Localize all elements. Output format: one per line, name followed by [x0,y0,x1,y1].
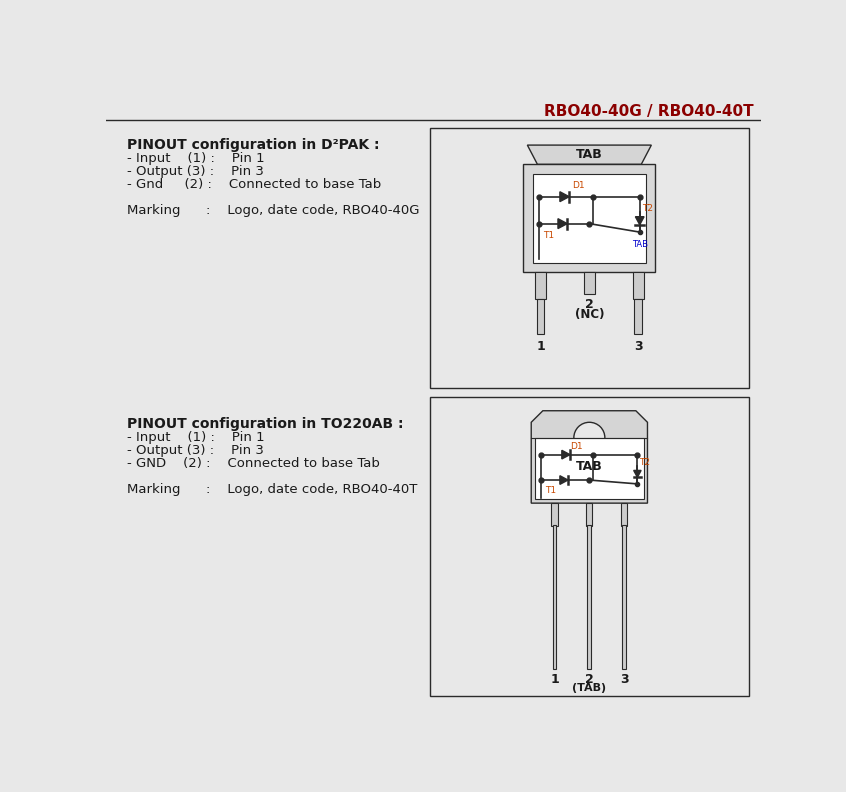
Text: TAB: TAB [576,148,602,161]
Text: T1: T1 [545,486,557,495]
Text: - Input    (1) :    Pin 1: - Input (1) : Pin 1 [128,152,265,165]
Bar [587,525,591,668]
Bar [524,164,655,272]
Text: - Input    (1) :    Pin 1: - Input (1) : Pin 1 [128,431,265,444]
Bar [533,173,646,263]
Text: - Gnd     (2) :    Connected to base Tab: - Gnd (2) : Connected to base Tab [128,178,382,191]
Polygon shape [634,470,641,478]
Text: TAB: TAB [632,240,648,249]
Text: PINOUT configuration in D²PAK :: PINOUT configuration in D²PAK : [128,138,380,152]
Text: 1: 1 [536,340,545,353]
Bar [586,503,592,526]
Text: (TAB): (TAB) [572,683,607,692]
Text: - Output (3) :    Pin 3: - Output (3) : Pin 3 [128,444,264,457]
Text: - GND    (2) :    Connected to base Tab: - GND (2) : Connected to base Tab [128,457,381,470]
Bar [552,503,558,526]
Bar [536,438,644,499]
Text: 3: 3 [620,672,629,686]
Text: 3: 3 [634,340,642,353]
Bar [536,272,546,299]
Text: T1: T1 [543,231,554,240]
Bar [623,525,626,668]
Text: D1: D1 [572,181,585,190]
Polygon shape [558,219,568,229]
Text: 2: 2 [585,672,594,686]
Bar [536,299,544,333]
Bar [633,272,644,299]
Text: 1: 1 [550,672,559,686]
Bar [634,299,642,333]
Text: RBO40-40G / RBO40-40T: RBO40-40G / RBO40-40T [544,105,754,120]
Bar [584,272,595,294]
Polygon shape [527,145,651,164]
Polygon shape [562,451,570,459]
Text: - Output (3) :    Pin 3: - Output (3) : Pin 3 [128,165,264,178]
Text: 2: 2 [585,298,594,310]
Circle shape [574,422,605,453]
Text: T2: T2 [642,204,653,213]
Polygon shape [560,192,569,202]
Bar [552,525,557,668]
Text: D1: D1 [570,442,583,451]
Bar [430,397,749,695]
Text: Marking      :    Logo, date code, RBO40-40T: Marking : Logo, date code, RBO40-40T [128,483,418,496]
Text: (NC): (NC) [574,307,604,321]
Text: Marking      :    Logo, date code, RBO40-40G: Marking : Logo, date code, RBO40-40G [128,204,420,217]
Polygon shape [560,476,568,485]
Text: TAB: TAB [576,459,602,473]
Text: T2: T2 [639,459,650,467]
Text: PINOUT configuration in TO220AB :: PINOUT configuration in TO220AB : [128,417,404,431]
Polygon shape [635,217,644,225]
Bar [621,503,628,526]
Polygon shape [531,411,647,503]
Bar [430,128,749,388]
